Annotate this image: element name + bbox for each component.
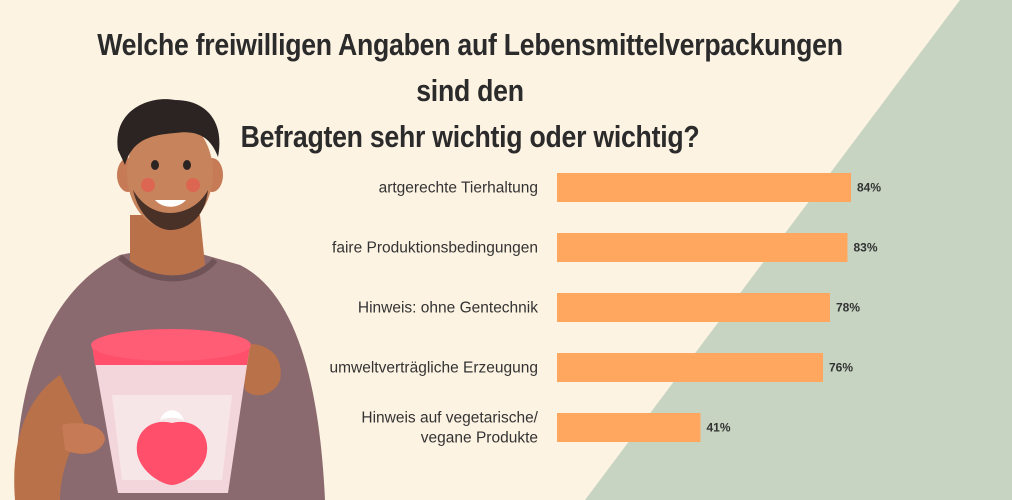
chart-title: Welche freiwilligen Angaben auf Lebensmi… (92, 22, 849, 160)
title-line-1: Welche freiwilligen Angaben auf Lebensmi… (97, 27, 843, 108)
category-label-4: Hinweis auf vegetarische/vegane Produkte (361, 410, 538, 447)
category-label-0: artgerechte Tierhaltung (379, 180, 538, 197)
bar-3 (557, 353, 823, 382)
person-illustration (14, 99, 325, 500)
value-label-0: 84% (857, 181, 881, 195)
title-line-2: Befragten sehr wichtig oder wichtig? (240, 119, 700, 154)
value-label-1: 83% (854, 241, 878, 255)
category-label-1: faire Produktionsbedingungen (332, 240, 538, 257)
category-label-3: umweltverträgliche Erzeugung (330, 360, 539, 377)
bar-0 (557, 173, 851, 202)
value-label-2: 78% (836, 301, 860, 315)
bar-4 (557, 413, 701, 442)
bar-2 (557, 293, 830, 322)
bar-1 (557, 233, 848, 262)
category-label-2: Hinweis: ohne Gentechnik (358, 300, 538, 317)
value-label-4: 41% (707, 421, 731, 435)
value-label-3: 76% (829, 361, 853, 375)
